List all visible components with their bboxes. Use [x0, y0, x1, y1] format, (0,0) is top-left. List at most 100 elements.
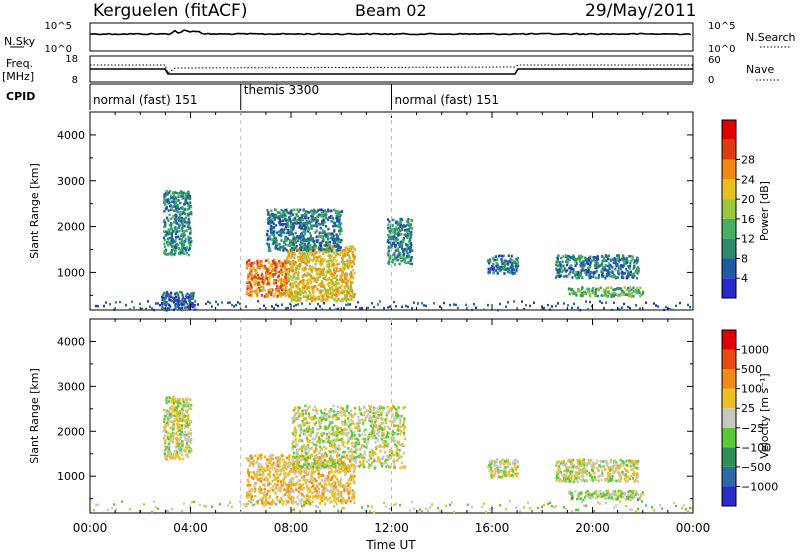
- data-cell: [314, 222, 318, 225]
- data-cell: [347, 417, 350, 420]
- data-cell: [175, 455, 178, 458]
- freq-label: Freq.: [6, 57, 33, 70]
- data-cell: [171, 238, 174, 241]
- data-cell: [337, 225, 340, 229]
- data-cell: [273, 236, 276, 240]
- data-cell: [272, 500, 275, 504]
- data-cell: [188, 406, 191, 409]
- data-cell: [449, 303, 451, 307]
- data-cell: [181, 416, 185, 419]
- data-cell: [168, 294, 171, 297]
- data-cell: [284, 219, 287, 222]
- data-cell: [269, 459, 272, 462]
- data-cell: [173, 453, 176, 456]
- data-cell: [338, 471, 341, 474]
- data-cell: [174, 195, 177, 199]
- data-cell: [312, 417, 315, 421]
- data-cell: [313, 405, 317, 409]
- data-cell: [288, 289, 291, 292]
- data-cell: [176, 399, 180, 402]
- data-cell: [272, 484, 275, 488]
- data-cell: [335, 294, 338, 297]
- data-cell: [322, 209, 325, 213]
- data-cell: [308, 291, 311, 294]
- data-cell: [255, 290, 258, 293]
- data-cell: [288, 456, 291, 460]
- data-cell: [317, 245, 321, 249]
- data-cell: [580, 269, 583, 272]
- data-cell: [335, 299, 338, 303]
- data-cell: [331, 292, 334, 295]
- data-cell: [326, 235, 329, 238]
- data-cell: [175, 401, 178, 404]
- data-cell: [289, 210, 292, 213]
- data-cell: [186, 221, 189, 224]
- data-cell: [274, 215, 277, 219]
- data-cell: [395, 459, 398, 463]
- data-cell: [260, 480, 263, 483]
- data-cell: [453, 303, 455, 306]
- data-cell: [362, 456, 365, 459]
- data-cell: [251, 454, 254, 458]
- data-cell: [577, 276, 580, 280]
- data-cell: [329, 264, 332, 268]
- data-cell: [300, 252, 303, 256]
- data-cell: [187, 248, 190, 252]
- data-cell: [274, 486, 278, 489]
- data-cell: [361, 418, 364, 422]
- data-cell: [508, 260, 511, 263]
- data-cell: [167, 431, 170, 435]
- data-cell: [523, 307, 525, 311]
- data-cell: [179, 251, 182, 255]
- data-cell: [361, 307, 363, 310]
- data-cell: [325, 465, 328, 469]
- data-cell: [277, 499, 280, 502]
- data-cell: [181, 298, 184, 301]
- data-cell: [339, 227, 342, 230]
- data-cell: [343, 489, 346, 493]
- data-cell: [394, 263, 397, 266]
- data-cell: [354, 450, 357, 454]
- data-cell: [339, 268, 342, 271]
- data-cell: [351, 415, 354, 418]
- data-cell: [105, 301, 107, 304]
- data-cell: [321, 221, 324, 224]
- data-cell: [266, 229, 269, 233]
- data-cell: [297, 277, 300, 281]
- data-cell: [307, 488, 310, 492]
- data-cell: [331, 488, 334, 491]
- data-cell: [260, 285, 263, 288]
- data-cell: [505, 305, 507, 308]
- data-cell: [321, 456, 324, 460]
- data-cell: [263, 469, 266, 473]
- data-cell: [312, 291, 315, 294]
- data-cell: [633, 264, 636, 268]
- data-cell: [259, 462, 262, 466]
- data-cell: [594, 264, 597, 268]
- data-cell: [290, 299, 293, 303]
- data-cell: [294, 237, 297, 240]
- data-cell: [334, 292, 338, 296]
- data-cell: [190, 403, 193, 407]
- data-cell: [493, 258, 496, 262]
- data-cell: [188, 244, 191, 248]
- data-cell: [362, 463, 365, 467]
- data-cell: [628, 272, 631, 275]
- data-cell: [601, 255, 604, 258]
- data-cell: [624, 293, 627, 296]
- data-cell: [316, 278, 319, 281]
- data-cell: [174, 213, 177, 216]
- data-cell: [572, 271, 575, 274]
- data-cell: [274, 266, 277, 270]
- data-cell: [475, 306, 477, 309]
- data-cell: [284, 227, 287, 230]
- data-cell: [562, 264, 565, 268]
- data-cell: [607, 271, 610, 275]
- data-cell: [333, 271, 336, 275]
- data-cell: [344, 266, 347, 269]
- data-cell: [170, 234, 173, 238]
- data-cell: [390, 246, 393, 250]
- data-cell: [317, 238, 320, 242]
- data-cell: [174, 250, 177, 254]
- data-cell: [611, 275, 614, 278]
